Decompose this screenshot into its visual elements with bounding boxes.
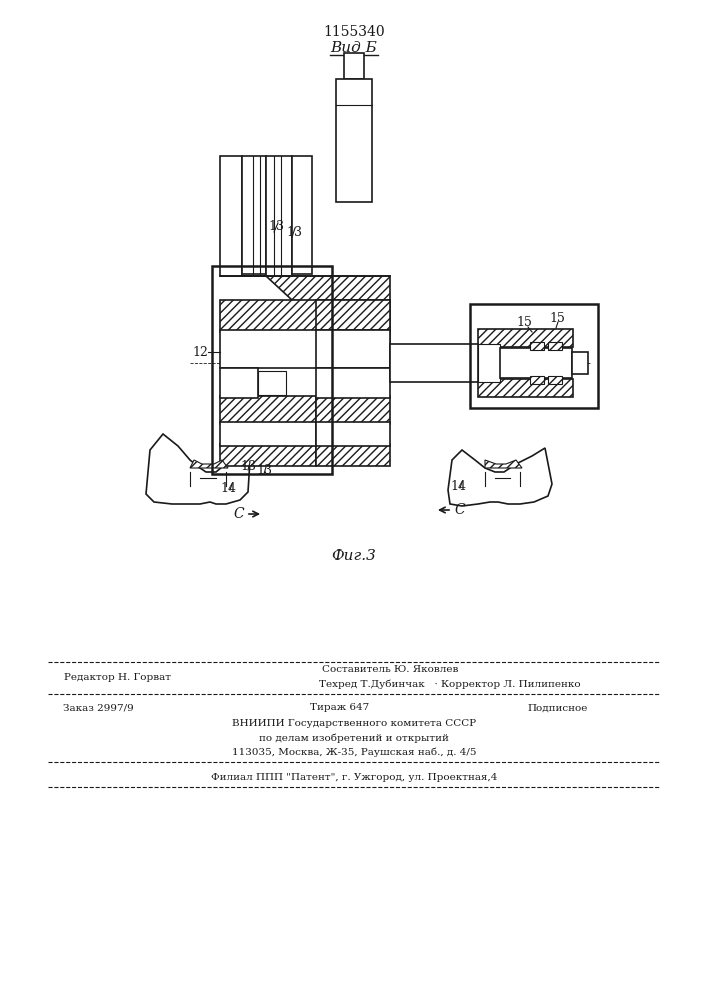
Polygon shape xyxy=(448,448,552,506)
Polygon shape xyxy=(220,276,390,312)
Text: 13: 13 xyxy=(286,226,302,238)
Bar xyxy=(258,371,286,395)
Text: Составитель Ю. Яковлев: Составитель Ю. Яковлев xyxy=(322,666,458,674)
Bar xyxy=(316,444,390,466)
Text: по делам изобретений и открытий: по делам изобретений и открытий xyxy=(259,733,449,743)
Bar xyxy=(478,379,573,397)
Bar xyxy=(344,53,364,79)
Bar xyxy=(266,156,292,276)
Bar xyxy=(390,344,478,382)
Bar xyxy=(548,342,562,350)
Bar xyxy=(220,422,316,446)
Text: 15: 15 xyxy=(549,312,565,324)
Text: 15: 15 xyxy=(516,316,532,330)
Polygon shape xyxy=(485,460,522,468)
Text: 13: 13 xyxy=(256,464,272,478)
Bar xyxy=(530,342,544,350)
Text: C: C xyxy=(454,503,464,517)
Text: Редактор Н. Горват: Редактор Н. Горват xyxy=(64,672,172,682)
Text: Подписное: Подписное xyxy=(528,704,588,712)
Polygon shape xyxy=(146,434,250,504)
Text: 1155340: 1155340 xyxy=(323,25,385,39)
Text: 13: 13 xyxy=(268,221,284,233)
Bar xyxy=(530,376,544,384)
Bar xyxy=(478,329,573,347)
Text: Техред Т.Дубинчак   · Корректор Л. Пилипенко: Техред Т.Дубинчак · Корректор Л. Пилипен… xyxy=(319,679,581,689)
Bar xyxy=(220,330,390,368)
Bar xyxy=(292,156,312,274)
Bar xyxy=(220,396,316,424)
Text: Вид Б: Вид Б xyxy=(331,41,378,55)
Text: Тираж 647: Тираж 647 xyxy=(310,704,370,712)
Bar xyxy=(316,330,390,368)
Bar xyxy=(316,300,390,332)
Text: ВНИИПИ Государственного комитета СССР: ВНИИПИ Государственного комитета СССР xyxy=(232,720,476,728)
Bar xyxy=(470,304,598,408)
Bar xyxy=(572,352,588,374)
Bar xyxy=(220,368,258,398)
Bar xyxy=(220,300,390,332)
Bar xyxy=(548,376,562,384)
Bar xyxy=(212,266,332,474)
Text: 14: 14 xyxy=(220,482,236,494)
Bar xyxy=(316,422,390,446)
Bar xyxy=(336,79,372,202)
Polygon shape xyxy=(190,460,228,468)
Text: C: C xyxy=(233,507,244,521)
Bar xyxy=(478,344,500,382)
Text: Филиал ППП "Патент", г. Ужгород, ул. Проектная,4: Филиал ППП "Патент", г. Ужгород, ул. Про… xyxy=(211,772,497,782)
Bar xyxy=(316,368,390,398)
Text: Фиг.3: Фиг.3 xyxy=(332,549,376,563)
Bar xyxy=(242,156,266,274)
Bar xyxy=(316,396,390,424)
Text: 113035, Москва, Ж-35, Раушская наб., д. 4/5: 113035, Москва, Ж-35, Раушская наб., д. … xyxy=(232,747,477,757)
Text: Заказ 2997/9: Заказ 2997/9 xyxy=(63,704,134,712)
Text: 14: 14 xyxy=(450,480,466,492)
Bar xyxy=(500,348,572,378)
Bar xyxy=(220,156,242,276)
Bar xyxy=(220,444,316,466)
Text: 12: 12 xyxy=(192,346,208,359)
Text: 13: 13 xyxy=(240,460,256,473)
